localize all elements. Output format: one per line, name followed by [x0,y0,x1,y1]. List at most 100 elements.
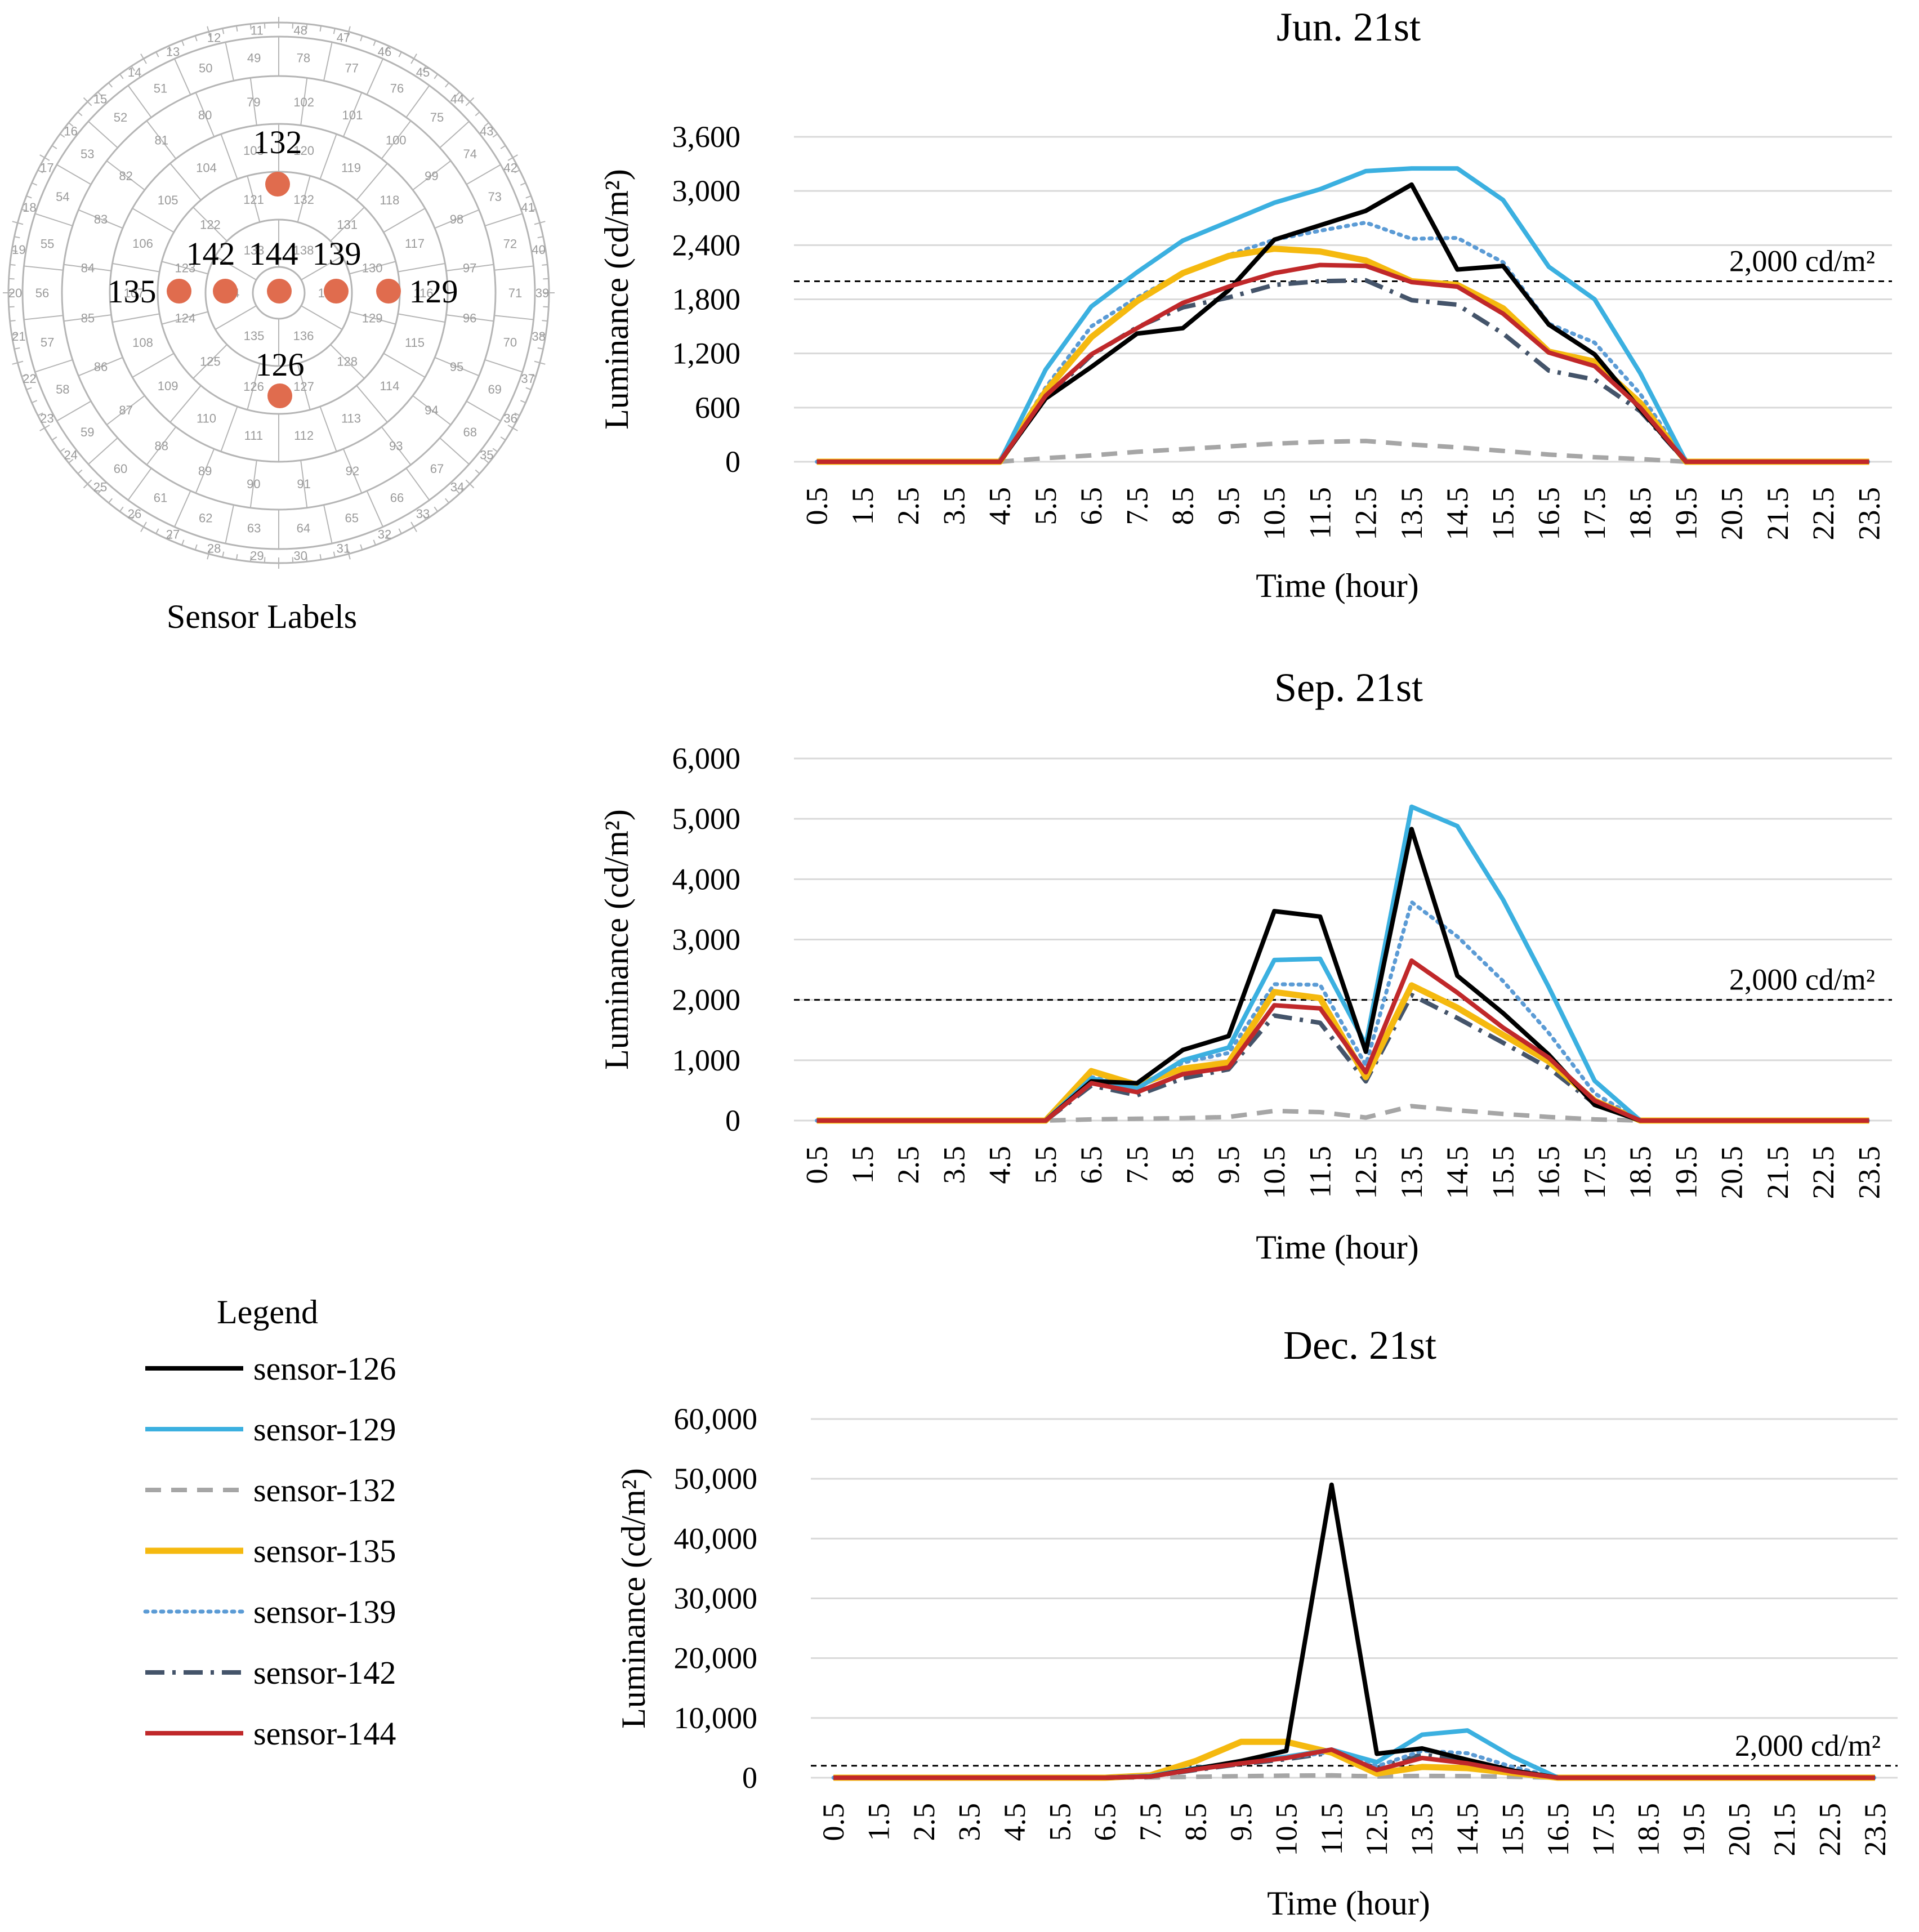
map-ring-number: 38 [532,329,545,343]
y-tick-label: 4,000 [672,862,741,896]
map-ring-number: 34 [450,480,464,494]
sensor-dot-139 [324,279,349,304]
map-ring-number: 104 [196,160,217,175]
map-divider [484,359,523,373]
map-tick [534,221,546,225]
map-divider [297,363,311,410]
map-ring-number: 43 [480,124,493,139]
x-tick-label: 0.5 [816,1803,850,1841]
map-divider [78,209,123,229]
x-tick-label: 18.5 [1623,1146,1657,1199]
map-tick [119,506,124,512]
map-ring-number: 12 [207,30,221,44]
x-tick-label: 5.5 [1029,487,1063,525]
map-ring-number: 33 [416,507,430,521]
x-tick-label: 7.5 [1133,1803,1167,1841]
map-ring-number: 31 [337,542,350,556]
x-tick-label: 7.5 [1120,487,1154,525]
map-tick [26,195,32,199]
map-ring-number: 95 [450,360,463,374]
series-line-sensor-144 [833,1747,1875,1780]
map-ring-number: 70 [503,335,517,349]
map-divider [34,213,73,226]
map-ring-number: 129 [362,311,383,325]
x-tick-label: 3.5 [937,1146,971,1184]
map-ring-number: 36 [503,412,517,426]
map-tick [194,544,198,550]
x-tick-label: 1.5 [846,1146,880,1184]
map-tick [434,74,438,79]
map-ring-number: 111 [244,429,263,443]
y-tick-label: 3,000 [672,923,741,957]
map-ring-number: 96 [463,311,476,325]
series-line-sensor-139 [815,900,1871,1123]
sensor-label-142: 142 [186,235,235,272]
map-ring-number: 119 [341,160,361,175]
map-ring-number: 23 [40,412,53,426]
map-ring-number: 51 [154,81,167,95]
map-tick [333,28,336,34]
x-tick-label: 10.5 [1269,1803,1303,1857]
map-ring-number: 116 [413,286,433,300]
map-tick [194,35,198,42]
map-tick [455,489,460,494]
map-divider [446,314,494,322]
map-divider [56,164,92,185]
chart-title: Jun. 21st [1277,5,1421,50]
map-ring-number: 131 [337,217,358,231]
map-tick [181,40,185,46]
map-ring-number: 27 [166,528,180,542]
y-tick-label: 2,000 [672,983,741,1017]
map-ring-number: 54 [56,190,69,204]
sensor-dot-129 [376,279,401,304]
map-ring-number: 98 [450,212,463,226]
map-tick [484,122,489,127]
map-ring-number: 76 [390,81,404,95]
map-tick [530,208,536,212]
map-tick [60,133,65,138]
map-ring-number: 73 [488,190,501,204]
map-tick [155,528,159,534]
map-tick [445,498,449,503]
map-divider [381,426,412,466]
map-tick [37,412,43,416]
map-ring-number: 103 [243,144,264,158]
map-ring-number: 72 [503,237,517,251]
x-tick-label: 19.5 [1669,487,1703,541]
y-tick-label: 50,000 [674,1462,758,1496]
map-ring-number: 18 [23,200,36,215]
map-ring-number: 20 [8,286,22,300]
map-ring-number: 123 [175,261,196,275]
y-tick-label: 3,000 [672,174,741,208]
sensor-dot-142 [213,279,238,304]
x-tick-label: 18.5 [1632,1803,1666,1857]
map-divider [330,207,365,242]
map-divider [106,395,145,426]
map-tick [12,360,24,365]
map-ring-number: 112 [294,429,314,443]
map-tick [410,521,417,532]
legend-label-sensor-132: sensor-132 [253,1472,396,1509]
x-tick-label: 15.5 [1486,487,1520,541]
x-tick-label: 2.5 [891,1146,925,1184]
map-divider [88,121,118,149]
y-axis-title: Luminance (cd/m²) [598,809,635,1070]
series-line-sensor-129 [816,804,1869,1123]
map-divider [225,505,234,544]
map-ring-number: 40 [532,243,545,257]
map-divider [106,160,145,191]
map-divider [297,176,311,222]
series-line-sensor-126 [816,182,1869,464]
map-tick [484,459,489,463]
x-tick-label: 12.5 [1360,1803,1394,1857]
map-divider [484,213,523,226]
map-divider [466,400,501,422]
map-ring-number: 50 [199,61,212,75]
map-ring-number: 97 [463,261,476,275]
map-ring-number: 108 [132,336,153,350]
map-ring-number: 30 [293,548,307,563]
map-ring-number: 81 [155,133,168,148]
sensor-label-126: 126 [256,346,305,383]
map-tick [181,539,185,546]
map-divider [225,42,234,81]
